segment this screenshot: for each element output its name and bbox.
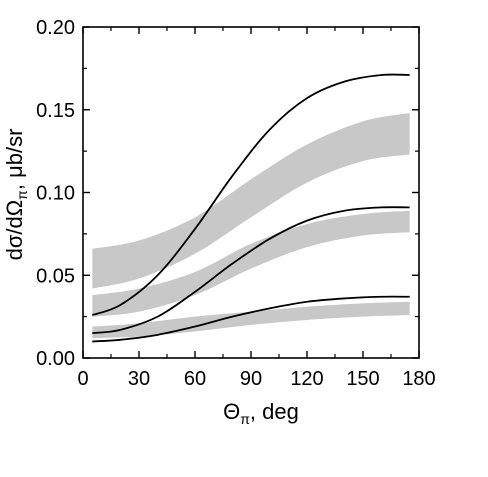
y-tick-label: 0.05 xyxy=(36,265,75,287)
curve-3 xyxy=(92,295,410,343)
uncertainty-bands xyxy=(92,113,410,339)
x-tick-label: 150 xyxy=(346,368,379,390)
y-axis-label-sub: π xyxy=(14,190,30,200)
y-axis-label-rest: , μb/sr xyxy=(2,129,27,191)
x-tick-label: 120 xyxy=(290,368,323,390)
x-tick-label: 30 xyxy=(128,368,150,390)
y-axis-label: dσ/dΩπ, μb/sr xyxy=(2,129,30,261)
y-axis-label-main: dσ/dΩ xyxy=(2,200,27,261)
y-tick-label: 0.00 xyxy=(36,348,75,370)
x-axis-label-sub: π xyxy=(240,411,250,427)
y-tick-label: 0.15 xyxy=(36,100,75,122)
x-tick-label: 180 xyxy=(402,368,435,390)
x-axis-label-rest: , deg xyxy=(250,399,299,424)
y-tick-label: 0.20 xyxy=(36,17,75,39)
y-axis-ticks: 0.00 0.05 0.10 0.15 0.20 xyxy=(36,17,419,370)
y-tick-label: 0.10 xyxy=(36,183,75,205)
x-axis-label: Θπ, deg xyxy=(223,399,299,427)
x-axis-label-main: Θ xyxy=(223,399,240,424)
x-tick-label: 0 xyxy=(77,368,88,390)
uncertainty-band-2 xyxy=(92,210,410,317)
x-tick-label: 90 xyxy=(240,368,262,390)
x-axis-ticks: 0 30 60 90 120 150 180 xyxy=(77,27,436,390)
x-tick-label: 60 xyxy=(184,368,206,390)
curves xyxy=(92,73,410,343)
uncertainty-band-3 xyxy=(92,301,410,339)
curve-2 xyxy=(92,206,410,335)
curve-1 xyxy=(92,73,410,316)
uncertainty-band-1 xyxy=(92,113,410,289)
